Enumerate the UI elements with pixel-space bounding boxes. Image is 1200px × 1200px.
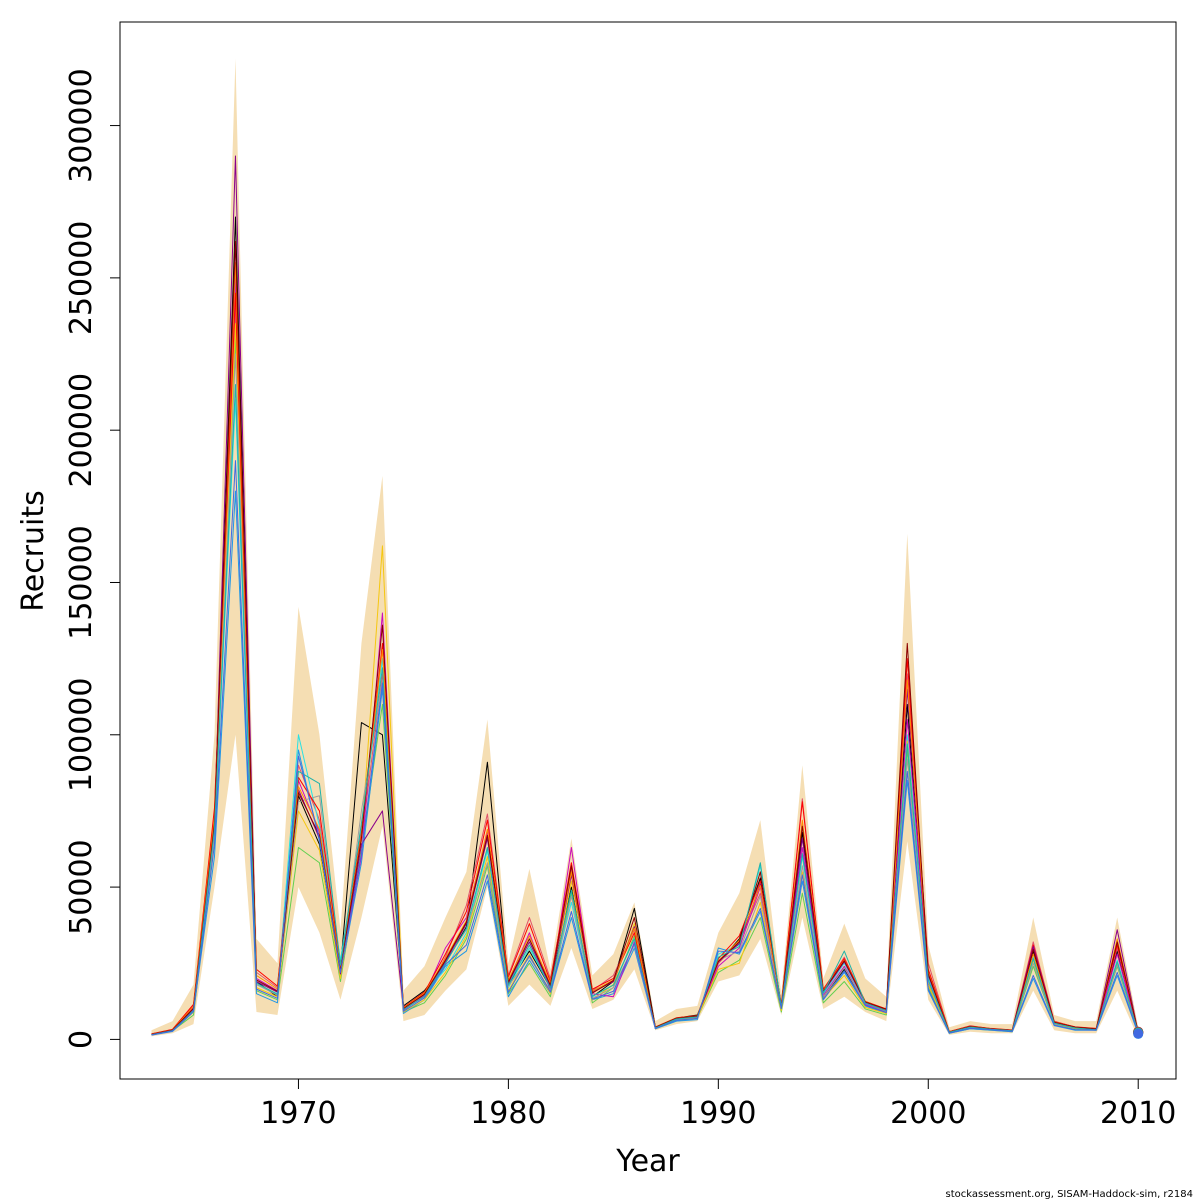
y-tick-label: 300000	[64, 68, 99, 183]
endpoint-markers-layer	[1133, 1026, 1144, 1039]
y-tick-label: 150000	[64, 525, 99, 640]
series-line-14	[151, 460, 1139, 1036]
series-line-13	[151, 383, 1139, 1036]
series-endpoint-14	[1133, 1028, 1144, 1039]
y-tick-label: 200000	[64, 373, 99, 488]
y-tick-label: 250000	[64, 221, 99, 336]
x-tick-label: 1990	[680, 1096, 756, 1131]
y-axis-title: Recruits	[16, 490, 51, 612]
series-lines-layer	[151, 155, 1139, 1036]
x-axis: 1970 1980 1990 2000 2010	[260, 1078, 1176, 1131]
x-tick-label: 1980	[470, 1096, 546, 1131]
y-tick-label: 100000	[64, 678, 99, 793]
x-axis-title: Year	[615, 1144, 680, 1179]
footer-note: stockassessment.org, SISAM-Haddock-sim, …	[946, 1189, 1194, 1200]
x-tick-label: 2000	[890, 1096, 966, 1131]
x-tick-label: 2010	[1100, 1096, 1176, 1131]
y-axis: 0 50000 100000 150000 200000 250000 300000	[64, 68, 121, 1049]
series-line-12	[151, 240, 1139, 1035]
x-tick-label: 1970	[260, 1096, 336, 1131]
y-tick-label: 50000	[64, 839, 99, 934]
y-tick-label: 0	[64, 1030, 99, 1049]
